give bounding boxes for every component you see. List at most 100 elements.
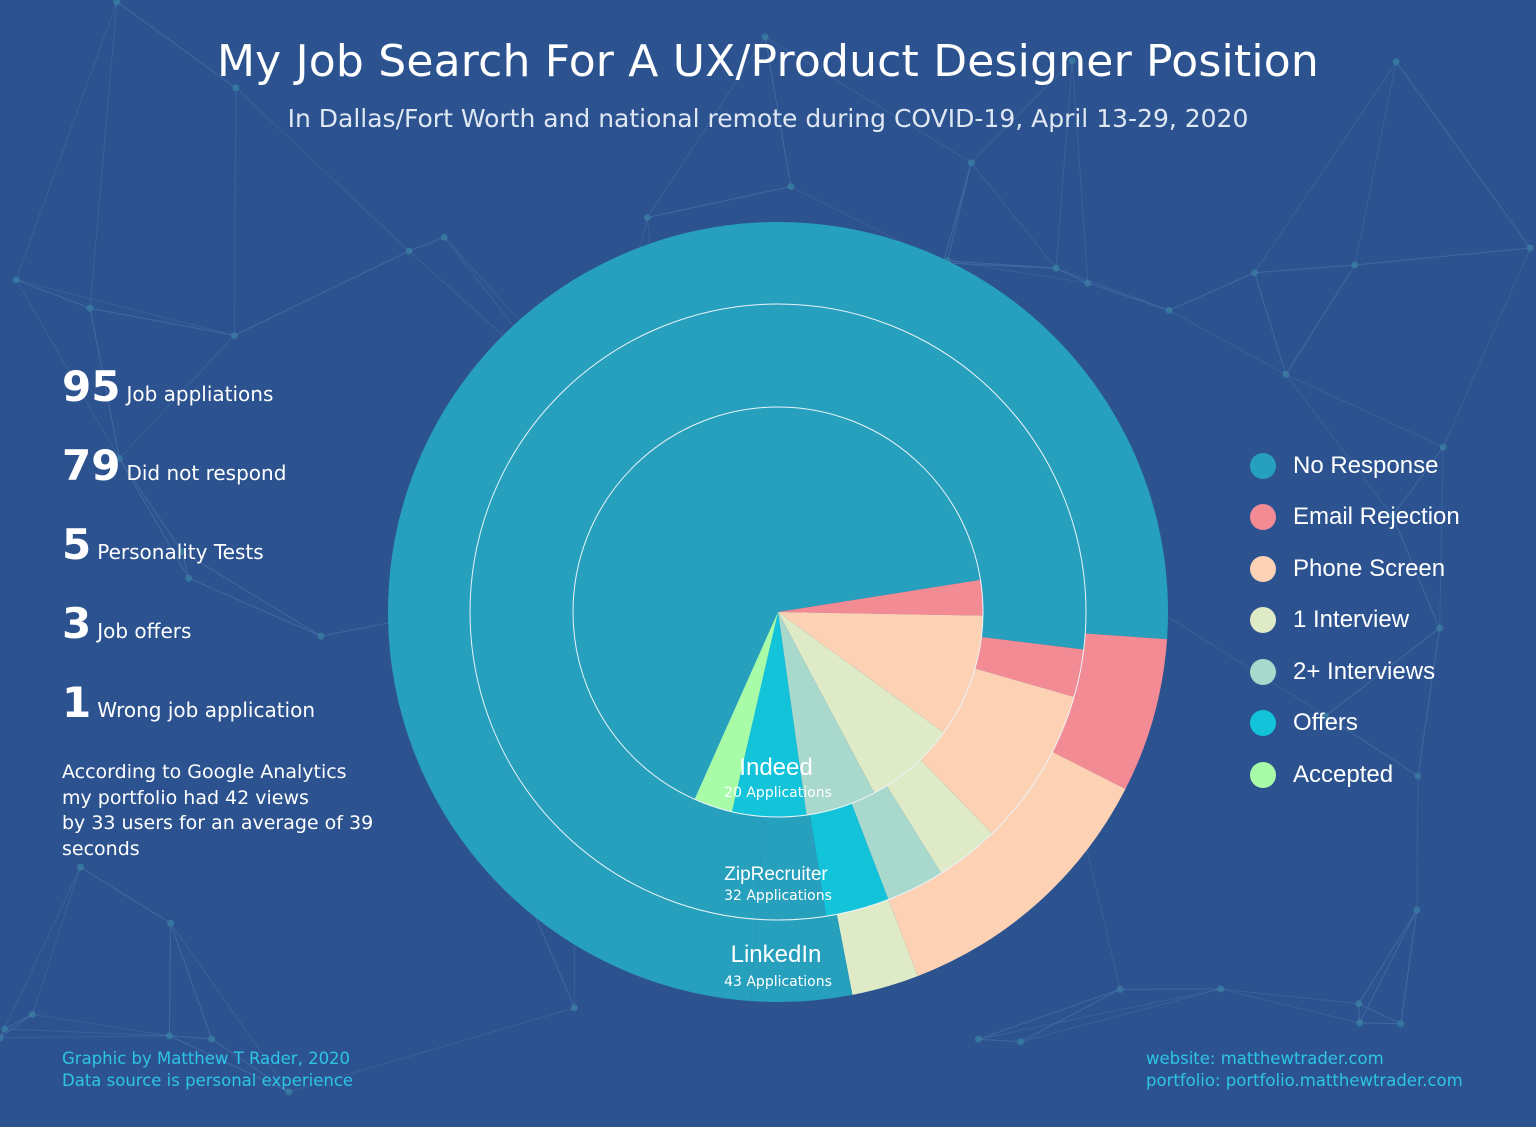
network-node — [1068, 57, 1076, 65]
network-line — [1442, 247, 1531, 448]
network-line — [978, 988, 1121, 1040]
network-line — [1254, 264, 1355, 274]
network-line — [170, 922, 290, 1093]
network-node — [86, 304, 94, 312]
legend-label: Email Rejection — [1293, 503, 1460, 531]
indeed-slice-email-rejection — [778, 579, 983, 616]
network-line — [4, 1013, 33, 1030]
network-line — [15, 279, 91, 309]
network-line — [15, 1, 118, 280]
network-node — [1116, 985, 1124, 993]
network-line — [169, 1035, 290, 1093]
network-line — [1354, 247, 1531, 266]
footer-credits: Graphic by Matthew T Rader, 2020 Data so… — [62, 1048, 353, 1092]
network-line — [1168, 309, 1287, 375]
stat-number: 5 — [62, 520, 92, 569]
network-line — [1416, 775, 1419, 910]
network-node — [317, 632, 325, 640]
network-line — [1417, 628, 1441, 777]
network-node — [1052, 264, 1060, 272]
network-line — [1055, 267, 1089, 284]
ring-count-linkedin: 43 Applications — [724, 974, 832, 990]
network-node — [1388, 512, 1396, 520]
network-line — [1358, 909, 1418, 1004]
ring-separator — [469, 303, 1087, 921]
network-line — [1400, 909, 1418, 1024]
indeed-slice-offers — [731, 612, 807, 817]
legend-item-no-response: No Response — [1250, 440, 1460, 492]
network-line — [1391, 515, 1441, 629]
network-line — [181, 550, 322, 637]
stat-number: 95 — [62, 362, 121, 411]
website-link[interactable]: website: matthewtrader.com — [1146, 1049, 1384, 1068]
network-node — [1, 1025, 9, 1033]
network-line — [1168, 272, 1255, 311]
network-line — [31, 866, 81, 1015]
network-line — [0, 1013, 33, 1039]
network-line — [116, 1, 237, 89]
network-line — [647, 186, 791, 218]
network-line — [118, 458, 183, 552]
network-line — [181, 551, 190, 579]
network-line — [1391, 446, 1444, 517]
network-node — [28, 1010, 36, 1018]
ziprecruiter-slice-email-rejection — [975, 636, 1084, 697]
network-line — [1254, 272, 1287, 375]
network-line — [168, 923, 172, 1036]
network-node — [1251, 269, 1259, 277]
network-line — [234, 250, 410, 336]
legend-swatch — [1250, 452, 1276, 479]
network-line — [1359, 909, 1418, 1024]
network-node — [761, 33, 769, 41]
network-line — [169, 1035, 212, 1040]
network-line — [188, 577, 322, 637]
network-line — [942, 162, 972, 263]
network-line — [1168, 272, 1255, 311]
portfolio-link[interactable]: portfolio: portfolio.matthewtrader.com — [1146, 1071, 1463, 1090]
network-node — [787, 183, 795, 191]
network-node — [1165, 306, 1173, 314]
footer-links: website: matthewtrader.com portfolio: po… — [1146, 1048, 1463, 1092]
legend-item-phone-screen: Phone Screen — [1250, 543, 1460, 595]
legend-item-accepted: Accepted — [1250, 749, 1460, 801]
network-line — [235, 87, 410, 252]
stat-number: 3 — [62, 599, 92, 648]
legend-label: 1 Interview — [1293, 606, 1410, 634]
indeed-slice-1-interview — [778, 612, 944, 794]
network-node — [178, 547, 186, 555]
stat-no-response: 79 Did not respond — [62, 441, 392, 520]
network-node — [185, 574, 193, 582]
stat-label: Job offers — [97, 619, 192, 643]
analytics-note: According to Google Analytics my portfol… — [62, 760, 382, 862]
network-line — [978, 1038, 1021, 1043]
network-line — [1254, 264, 1355, 274]
legend-item-email-rejection: Email Rejection — [1250, 492, 1460, 544]
network-line — [978, 988, 1221, 1040]
network-node — [643, 213, 651, 221]
legend-swatch — [1250, 504, 1276, 531]
legend-item-2-interviews: 2+ Interviews — [1250, 646, 1460, 698]
ziprecruiter-slice-1-interview — [886, 759, 992, 874]
network-line — [1354, 247, 1531, 266]
ziprecruiter-slice-2-interviews — [851, 785, 942, 900]
network-line — [1254, 272, 1287, 375]
network-line — [80, 866, 171, 924]
legend-swatch — [1250, 658, 1276, 685]
network-node — [208, 1035, 216, 1043]
network-node — [232, 84, 240, 92]
ziprecruiter-slice-no-response — [469, 304, 1086, 920]
network-line — [89, 1, 118, 309]
stat-job-offers: 3 Job offers — [62, 599, 392, 678]
network-line — [170, 923, 213, 1040]
network-line — [1359, 1022, 1401, 1025]
network-line — [15, 279, 120, 459]
network-line — [80, 866, 171, 924]
network-node — [1282, 370, 1290, 378]
legend-label: Accepted — [1293, 760, 1394, 788]
network-node — [1414, 772, 1422, 780]
network-line — [188, 577, 322, 637]
network-node — [1351, 261, 1359, 269]
network-line — [118, 458, 190, 579]
legend-item-1-interview: 1 Interview — [1250, 595, 1460, 647]
